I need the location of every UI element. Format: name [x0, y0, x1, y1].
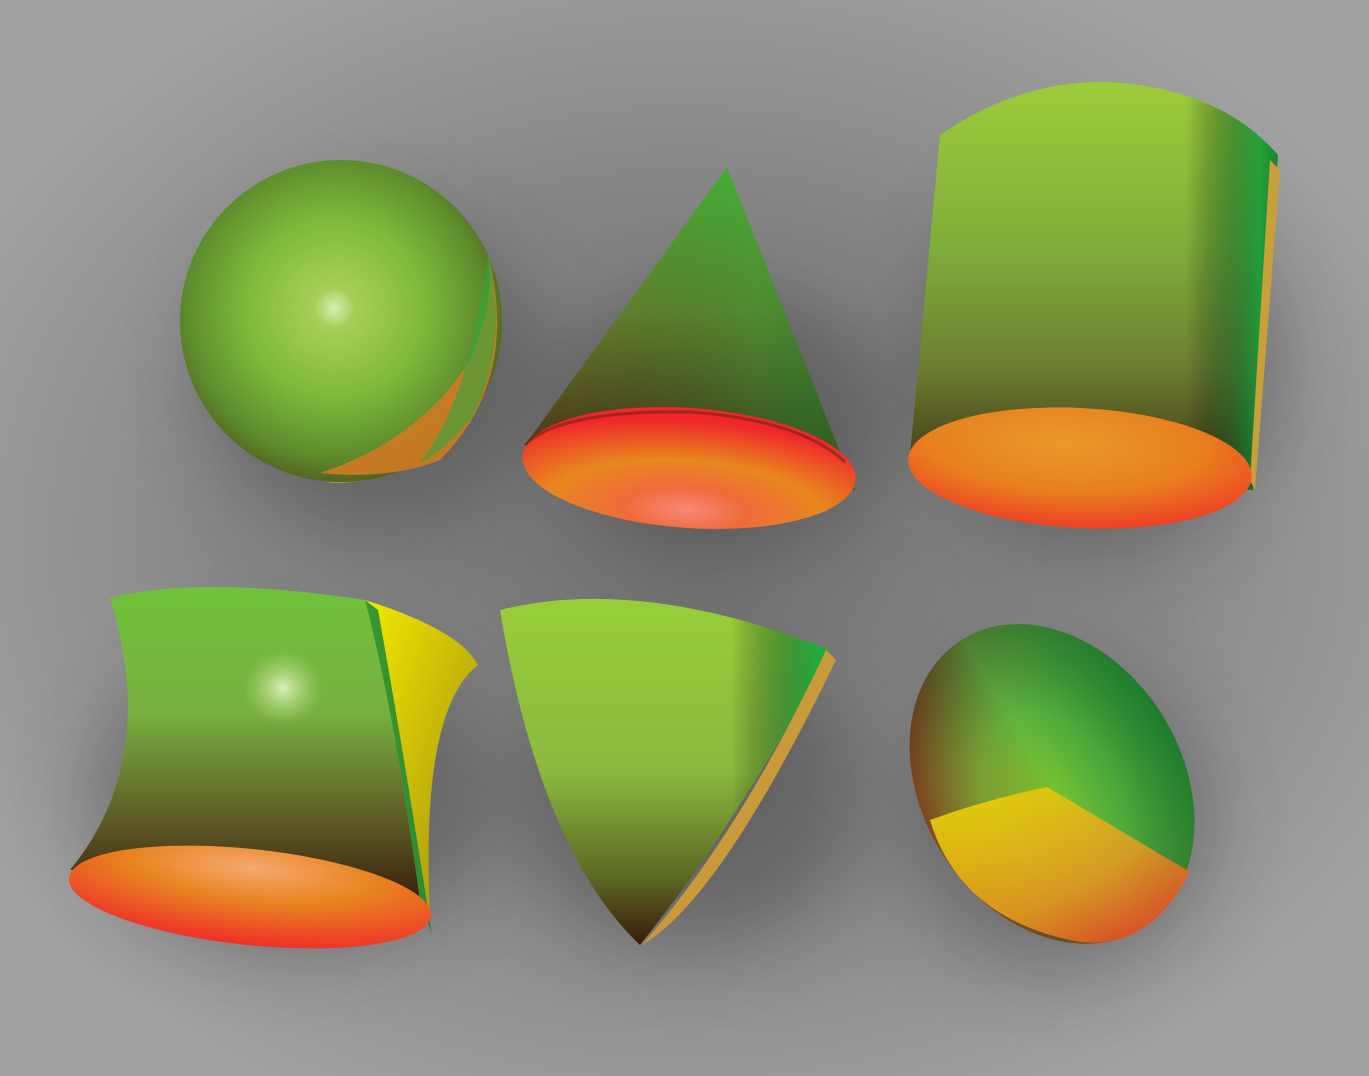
cylinder: [908, 81, 1280, 529]
paraboloid: [500, 598, 836, 945]
cone: [522, 167, 856, 529]
sphere: [180, 160, 502, 484]
hyperboloid: [68, 586, 478, 949]
disk: [909, 624, 1195, 944]
